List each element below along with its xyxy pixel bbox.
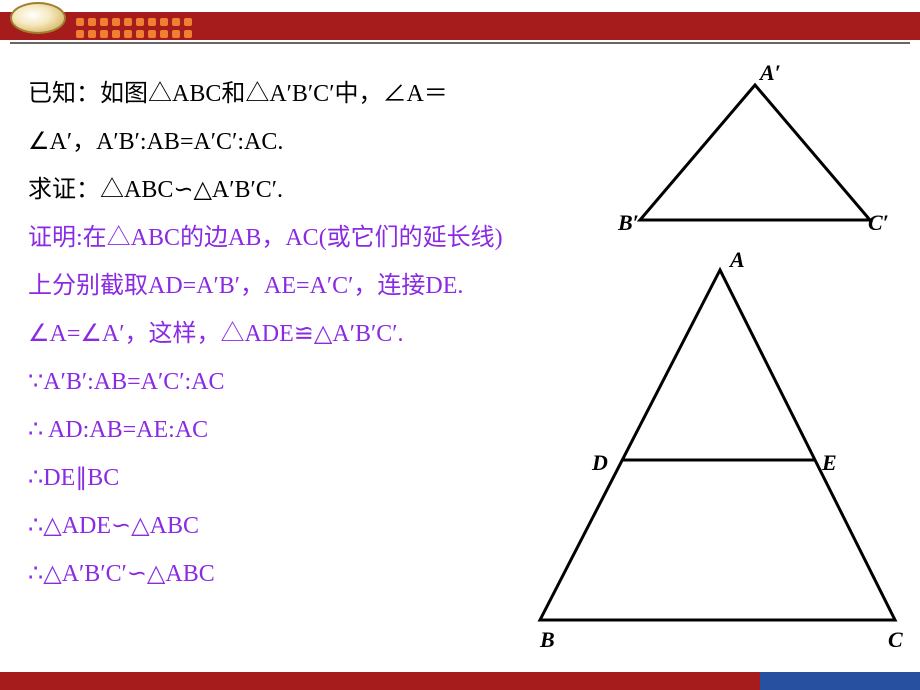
vertex-label-d: D — [592, 450, 608, 476]
proof-line-4: ∵A′B′:AB=A′C′:AC — [28, 358, 568, 406]
header-underline — [10, 42, 910, 44]
vertex-label-a: A — [730, 247, 745, 273]
dot-grid-icon — [76, 18, 192, 38]
vertex-label-c: C — [888, 627, 903, 653]
vertex-label-b: B — [540, 627, 555, 653]
proof-line-3: ∠A=∠A′，这样，△ADE≌△A′B′C′. — [28, 310, 568, 358]
logo-icon — [10, 2, 66, 34]
footer-red — [0, 672, 760, 690]
footer-bar — [0, 672, 920, 690]
vertex-label-c-prime: C′ — [868, 210, 889, 236]
vertex-label-a-prime: A′ — [760, 60, 781, 86]
footer-blue — [760, 672, 920, 690]
proof-line-6: ∴DE∥BC — [28, 454, 568, 502]
proof-line-5: ∴ AD:AB=AE:AC — [28, 406, 568, 454]
proof-line-2: 上分别截取AD=A′B′，AE=A′C′，连接DE. — [28, 262, 568, 310]
proof-line-8: ∴△A′B′C′∽△ABC — [28, 550, 568, 598]
given-line-1: 已知：如图△ABC和△A′B′C′中，∠A＝ — [28, 70, 568, 118]
proof-line-1: 证明:在△ABC的边AB，AC(或它们的延长线) — [28, 214, 568, 262]
prove-line: 求证：△ABC∽△A′B′C′. — [28, 166, 568, 214]
given-line-2: ∠A′，A′B′:AB=A′C′:AC. — [28, 118, 568, 166]
proof-line-7: ∴△ADE∽△ABC — [28, 502, 568, 550]
proof-text-block: 已知：如图△ABC和△A′B′C′中，∠A＝ ∠A′，A′B′:AB=A′C′:… — [28, 70, 568, 598]
vertex-label-e: E — [822, 450, 837, 476]
vertex-label-b-prime: B′ — [618, 210, 639, 236]
